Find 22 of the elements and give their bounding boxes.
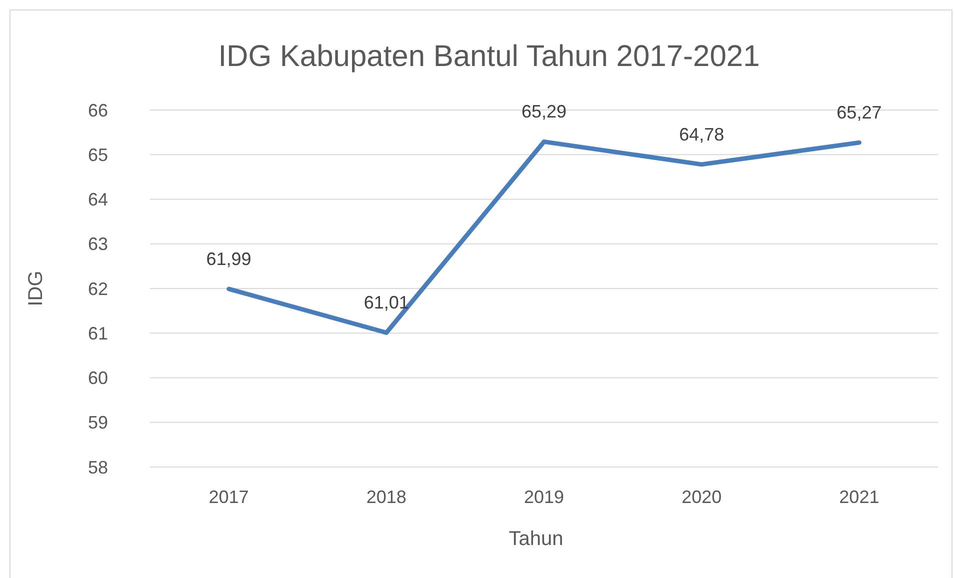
y-tick-label: 62 bbox=[88, 278, 108, 299]
data-label: 61,01 bbox=[364, 292, 409, 313]
x-tick-label: 2020 bbox=[682, 487, 722, 507]
x-tick-label: 2019 bbox=[524, 487, 564, 507]
y-tick-label: 58 bbox=[88, 457, 108, 478]
x-tick-label: 2018 bbox=[366, 487, 406, 507]
x-axis-title: Tahun bbox=[508, 528, 564, 550]
y-tick-label: 63 bbox=[88, 234, 108, 254]
y-tick-label: 60 bbox=[88, 368, 108, 388]
x-tick-label: 2021 bbox=[839, 487, 880, 507]
x-tick-label: 2017 bbox=[208, 487, 249, 507]
y-tick-label: 66 bbox=[88, 100, 108, 120]
data-label: 61,99 bbox=[206, 248, 252, 269]
chart-title: IDG Kabupaten Bantul Tahun 2017-2021 bbox=[218, 40, 760, 73]
data-label: 65,27 bbox=[836, 102, 882, 123]
y-tick-label: 64 bbox=[88, 190, 108, 210]
data-label: 64,78 bbox=[679, 124, 724, 144]
y-tick-label: 59 bbox=[88, 412, 108, 433]
y-tick-label: 61 bbox=[88, 323, 108, 344]
data-label: 65,29 bbox=[521, 102, 567, 122]
y-axis-title: IDG bbox=[25, 270, 47, 306]
y-tick-label: 65 bbox=[88, 144, 108, 165]
